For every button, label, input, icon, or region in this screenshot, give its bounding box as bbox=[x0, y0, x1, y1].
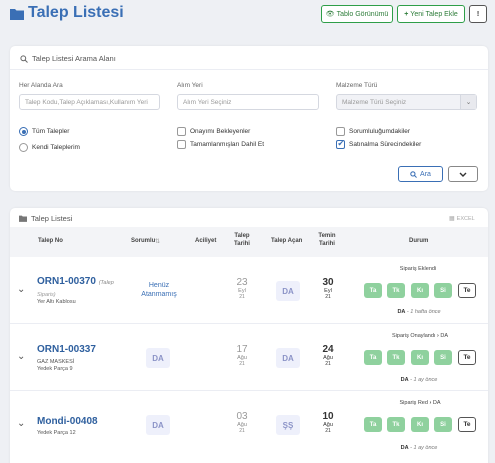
location-input[interactable]: Alım Yeri Seçiniz bbox=[177, 94, 319, 110]
request-place: Yer Altı Kablosu bbox=[37, 299, 76, 305]
status-footer: DA - 1 hafta önce bbox=[397, 309, 441, 315]
step-te[interactable]: Te bbox=[458, 283, 476, 298]
search-icon bbox=[410, 170, 417, 178]
request-place: Yedek Parça 12 bbox=[37, 430, 76, 436]
plus-icon: + bbox=[404, 10, 409, 18]
chevron-down-icon[interactable]: ⌄ bbox=[17, 418, 26, 429]
col-due[interactable]: Temin Tarihi bbox=[318, 233, 336, 247]
step-ki[interactable]: Kı bbox=[411, 417, 429, 432]
step-ta[interactable]: Ta bbox=[364, 417, 382, 432]
arrow-right-icon: › bbox=[436, 333, 439, 339]
request-date: 17 Ağu 21 bbox=[236, 344, 248, 367]
checkbox-icon bbox=[177, 127, 186, 136]
step-si[interactable]: Si bbox=[434, 283, 452, 298]
more-options-button[interactable] bbox=[448, 166, 478, 182]
due-date: 24 Ağu 21 bbox=[322, 344, 334, 367]
arrow-right-icon: › bbox=[429, 400, 432, 406]
col-status[interactable]: Durum bbox=[409, 238, 429, 244]
col-no[interactable]: Talep No bbox=[38, 238, 63, 244]
chevron-down-icon[interactable]: ⌄ bbox=[17, 284, 26, 295]
step-te[interactable]: Te bbox=[458, 350, 476, 365]
step-si[interactable]: Si bbox=[434, 350, 452, 365]
request-note: Siparis) bbox=[37, 292, 56, 298]
eye-icon: 👁 bbox=[325, 11, 335, 18]
option-pending-approval[interactable]: Onayımı Bekleyenler bbox=[177, 127, 250, 136]
divider bbox=[10, 69, 488, 70]
page-title: Talep Listesi bbox=[28, 4, 124, 21]
new-request-button[interactable]: + Yeni Talep Ekle bbox=[397, 5, 465, 23]
status-text: Sipariş Red › DA bbox=[399, 400, 441, 406]
request-date: 03 Ağu 21 bbox=[236, 411, 248, 434]
step-ki[interactable]: Kı bbox=[411, 350, 429, 365]
status-text: Sipariş Onaylandı › DA bbox=[392, 333, 448, 339]
col-opener[interactable]: Talep Açan bbox=[271, 238, 303, 244]
opener-avatar: DA bbox=[276, 348, 300, 368]
status-text: Sipariş Eklendi bbox=[399, 266, 437, 272]
opener-avatar: DA bbox=[276, 281, 300, 301]
chevron-down-icon bbox=[459, 172, 467, 177]
material-select[interactable]: Malzeme Türü Seçiniz ⌄ bbox=[336, 94, 477, 110]
status-footer: DA - 1 ay önce bbox=[400, 377, 438, 383]
table-view-button[interactable]: 👁 Tablo Görünümü bbox=[321, 5, 393, 23]
option-all[interactable]: Tüm Talepler bbox=[19, 127, 69, 136]
chevron-down-icon[interactable]: ⌄ bbox=[17, 351, 26, 362]
request-date: 23 Eyl 21 bbox=[236, 277, 248, 300]
option-include-completed[interactable]: Tamamlanmışları Dahil Et bbox=[177, 140, 264, 149]
step-te[interactable]: Te bbox=[458, 417, 476, 432]
due-date: 30 Eyl 21 bbox=[322, 277, 334, 300]
table-header bbox=[10, 227, 488, 257]
option-mine[interactable]: Kendi Taleplerim bbox=[19, 143, 80, 152]
owner-avatar: DA bbox=[146, 415, 170, 435]
step-si[interactable]: Si bbox=[434, 417, 452, 432]
step-ta[interactable]: Ta bbox=[364, 350, 382, 365]
step-tk[interactable]: Tk bbox=[387, 417, 405, 432]
step-tk[interactable]: Tk bbox=[387, 350, 405, 365]
radio-selected-icon bbox=[19, 127, 28, 136]
request-code[interactable]: ORN1-00370 (Talep bbox=[37, 276, 114, 287]
col-date[interactable]: Talep Tarihi bbox=[234, 233, 250, 247]
any-field-input[interactable]: Talep Kodu,Talep Açıklaması,Kullanım Yer… bbox=[19, 94, 160, 110]
chevron-down-icon: ⌄ bbox=[460, 95, 476, 109]
table-icon: ▦ bbox=[449, 216, 455, 222]
material-label: Malzeme Türü bbox=[336, 82, 378, 89]
request-place: Yedek Parça 9 bbox=[37, 366, 73, 372]
search-icon bbox=[20, 54, 28, 63]
search-panel-title: Talep Listesi Arama Alanı bbox=[20, 54, 116, 63]
sort-icon: ⇅ bbox=[155, 239, 161, 245]
request-code[interactable]: ORN1-00337 bbox=[37, 344, 96, 355]
status-footer: DA - 1 ay önce bbox=[400, 445, 438, 451]
row-divider bbox=[10, 323, 488, 324]
request-code[interactable]: Mondi-00408 bbox=[37, 416, 98, 427]
col-priority[interactable]: Aciliyet bbox=[195, 238, 217, 244]
radio-icon bbox=[19, 143, 28, 152]
checkbox-icon bbox=[336, 127, 345, 136]
unassigned-link[interactable]: Henüz Atanmamış bbox=[141, 282, 177, 298]
col-owner[interactable]: Sorumlu bbox=[131, 238, 156, 244]
due-date: 10 Ağu 21 bbox=[322, 411, 334, 434]
step-tk[interactable]: Tk bbox=[387, 283, 405, 298]
request-note: GAZ MASKESİ bbox=[37, 359, 75, 365]
step-ta[interactable]: Ta bbox=[364, 283, 382, 298]
search-button[interactable]: Ara bbox=[398, 166, 443, 182]
checkbox-checked-icon bbox=[336, 139, 345, 149]
folder-icon bbox=[19, 215, 27, 222]
opener-avatar: ŞŞ bbox=[276, 415, 300, 435]
excel-export-button[interactable]: ▦ EXCEL bbox=[449, 215, 475, 223]
option-my-responsibility[interactable]: Sorumluluğumdakiler bbox=[336, 127, 410, 136]
step-ki[interactable]: Kı bbox=[411, 283, 429, 298]
folder-icon bbox=[10, 9, 24, 20]
row-divider bbox=[10, 390, 488, 391]
owner-avatar: DA bbox=[146, 348, 170, 368]
checkbox-icon bbox=[177, 140, 186, 149]
more-button[interactable]: ! bbox=[469, 5, 487, 23]
list-panel-title: Talep Listesi bbox=[19, 214, 72, 223]
location-label: Alım Yeri bbox=[177, 82, 203, 89]
option-purchasing[interactable]: Satınalma Sürecindekiler bbox=[336, 139, 421, 149]
any-field-label: Her Alanda Ara bbox=[19, 82, 63, 89]
